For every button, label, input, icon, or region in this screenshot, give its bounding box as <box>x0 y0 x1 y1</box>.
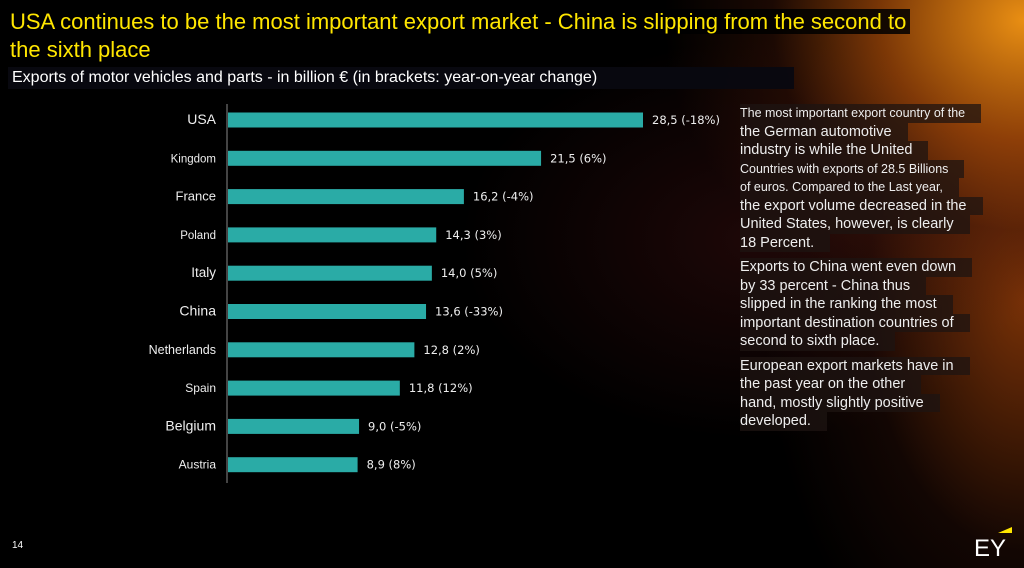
commentary-line: by 33 percent - China thus <box>740 276 927 295</box>
commentary-text: The most important export country of the… <box>740 104 1000 437</box>
bar-poland <box>228 227 437 243</box>
bar-belgium <box>228 418 360 434</box>
commentary-line: of euros. Compared to the Last year, <box>740 178 959 197</box>
data-label: 14,0 (5%) <box>441 266 497 280</box>
commentary-line: industry is while the United <box>740 141 929 160</box>
svg-text:EY: EY <box>974 535 1006 558</box>
commentary-line: the past year on the other <box>740 375 922 394</box>
category-label: China <box>179 303 216 319</box>
data-label: 28,5 (-18%) <box>652 113 720 127</box>
commentary-line: the German automotive <box>740 122 908 141</box>
commentary-line: Countries with exports of 28.5 Billions <box>740 159 965 178</box>
commentary-paragraph: Exports to China went even down by 33 per… <box>740 258 1000 351</box>
category-label: France <box>176 189 216 204</box>
bar-kingdom <box>228 150 542 166</box>
bar-austria <box>228 457 358 473</box>
commentary-line: developed. <box>740 412 827 431</box>
data-label: 16,2 (-4%) <box>473 190 534 204</box>
bar-usa <box>228 112 643 128</box>
commentary-line: European export markets have in <box>740 356 970 375</box>
commentary-line: United States, however, is clearly <box>740 215 970 234</box>
category-label: Netherlands <box>149 343 216 357</box>
category-label: Belgium <box>165 417 216 433</box>
bar-france <box>228 189 464 205</box>
data-label: 21,5 (6%) <box>550 151 606 165</box>
commentary-line: slipped in the ranking the most <box>740 295 953 314</box>
title-line-2: the sixth place <box>8 37 155 62</box>
commentary-paragraph: The most important export country of the… <box>740 104 1000 252</box>
data-label: 9,0 (-5%) <box>368 419 421 433</box>
bar-spain <box>228 380 400 396</box>
commentary-line: important destination countries of <box>740 313 970 332</box>
commentary-line: The most important export country of the <box>740 104 982 123</box>
bar-china <box>228 304 427 319</box>
title-line-1: USA continues to be the most important e… <box>8 9 911 34</box>
commentary-line: second to sixth place. <box>740 332 896 351</box>
data-label: 12,8 (2%) <box>423 343 479 357</box>
data-label: 8,9 (8%) <box>367 458 416 472</box>
category-label: Austria <box>179 458 217 472</box>
bar-netherlands <box>228 342 415 358</box>
slide-title: USA continues to be the most important e… <box>8 8 911 64</box>
chart-subtitle: Exports of motor vehicles and parts - in… <box>8 67 794 89</box>
category-label: Kingdom <box>171 153 216 165</box>
ey-logo: EY <box>974 527 1012 558</box>
commentary-line: Exports to China went even down <box>740 258 973 277</box>
category-label: USA <box>187 111 216 127</box>
data-label: 13,6 (-33%) <box>435 305 503 319</box>
commentary-line: 18 Percent. <box>740 233 831 252</box>
category-label: Spain <box>185 381 216 395</box>
commentary-paragraph: European export markets have in the past … <box>740 356 1000 431</box>
data-label: 11,8 (12%) <box>409 381 473 395</box>
data-label: 14,3 (3%) <box>445 228 501 242</box>
category-label: Poland <box>180 230 216 242</box>
commentary-line: the export volume decreased in the <box>740 196 983 215</box>
category-label: Italy <box>191 265 216 280</box>
commentary-line: hand, mostly slightly positive <box>740 393 940 412</box>
page-number: 14 <box>12 540 24 551</box>
bar-italy <box>228 265 432 281</box>
